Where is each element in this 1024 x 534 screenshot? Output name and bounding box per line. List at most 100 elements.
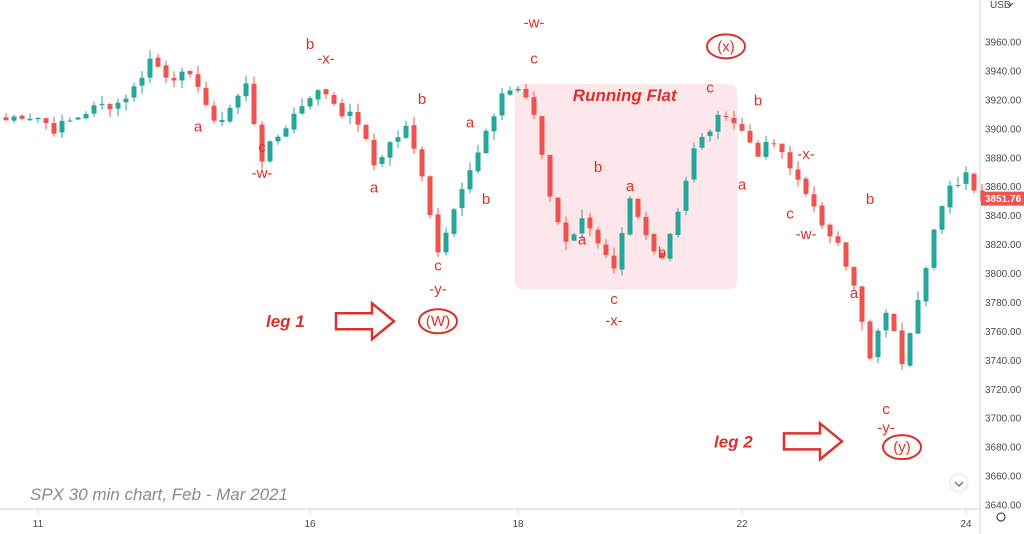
candle-body bbox=[243, 83, 249, 97]
running-flat-label: Running Flat bbox=[573, 86, 678, 105]
candle-body bbox=[787, 152, 793, 169]
candle-body bbox=[323, 89, 329, 95]
last-price-label: 3851.76 bbox=[985, 194, 1022, 205]
candle-body bbox=[179, 71, 185, 81]
candle-body bbox=[11, 116, 17, 121]
wave-label: a bbox=[738, 177, 747, 194]
scroll-arrow-icon[interactable] bbox=[949, 473, 969, 493]
wave-label: b bbox=[866, 191, 874, 208]
candle-body bbox=[731, 117, 737, 124]
candle-body bbox=[939, 206, 945, 230]
wave-label: c bbox=[882, 401, 890, 418]
wave-label: a bbox=[578, 232, 587, 249]
y-tick-label: 3880.00 bbox=[985, 153, 1022, 164]
currency-label: USD bbox=[990, 0, 1011, 11]
candle-body bbox=[811, 194, 817, 207]
candle-body bbox=[675, 211, 681, 236]
candle-body bbox=[715, 114, 721, 132]
chevron-down-icon[interactable] bbox=[1006, 2, 1014, 7]
candle-body bbox=[371, 139, 377, 166]
wave-label: -y- bbox=[429, 281, 447, 298]
wave-label: a bbox=[194, 119, 203, 136]
candle-body bbox=[883, 312, 889, 331]
circled-wave-label: (y) bbox=[893, 439, 911, 456]
candle-body bbox=[483, 130, 489, 154]
y-tick-label: 3760.00 bbox=[985, 327, 1022, 338]
candles bbox=[3, 50, 985, 370]
candle-body bbox=[635, 198, 641, 217]
candle-body bbox=[547, 154, 553, 197]
candle-body bbox=[835, 236, 841, 243]
wave-label: c bbox=[706, 80, 714, 97]
candle-body bbox=[691, 148, 697, 180]
candle-body bbox=[555, 197, 561, 223]
candle-body bbox=[3, 117, 9, 121]
candle-body bbox=[699, 136, 705, 148]
wave-label: c bbox=[434, 258, 442, 275]
candle-body bbox=[131, 86, 137, 98]
chart-caption: SPX 30 min chart, Feb - Mar 2021 bbox=[30, 485, 288, 504]
candle-body bbox=[283, 128, 289, 137]
candle-body bbox=[859, 286, 865, 322]
candle-body bbox=[123, 98, 129, 103]
y-tick-label: 3900.00 bbox=[985, 124, 1022, 135]
candle-body bbox=[219, 120, 225, 123]
wave-label: c bbox=[530, 51, 538, 68]
y-tick-label: 3920.00 bbox=[985, 95, 1022, 106]
candle-body bbox=[363, 124, 369, 139]
x-tick-label: 11 bbox=[33, 519, 44, 530]
candle-body bbox=[99, 103, 105, 106]
candle-body bbox=[19, 115, 25, 119]
candle-body bbox=[235, 95, 241, 108]
wave-label: b bbox=[754, 93, 762, 110]
candle-body bbox=[155, 57, 161, 67]
wave-label: b bbox=[594, 159, 602, 176]
gear-icon[interactable] bbox=[996, 512, 1006, 522]
candle-body bbox=[595, 229, 601, 244]
candle-body bbox=[139, 77, 145, 86]
circled-wave-label: (x) bbox=[717, 38, 735, 55]
y-tick-label: 3720.00 bbox=[985, 385, 1022, 396]
candle-body bbox=[923, 268, 929, 302]
wave-label: -w- bbox=[796, 226, 817, 243]
candle-body bbox=[307, 98, 313, 107]
running-flat-highlight bbox=[514, 83, 738, 290]
candle-body bbox=[507, 90, 513, 95]
candle-body bbox=[147, 58, 153, 78]
last-price-badge bbox=[981, 191, 1024, 206]
wave-label: b bbox=[306, 36, 314, 53]
wave-label: -w- bbox=[524, 15, 545, 32]
candle-body bbox=[539, 116, 545, 155]
candle-body bbox=[643, 216, 649, 236]
candle-body bbox=[683, 180, 689, 211]
wave-label: c bbox=[786, 206, 794, 223]
candle-body bbox=[627, 198, 633, 235]
y-tick-label: 3640.00 bbox=[985, 501, 1022, 512]
candle-body bbox=[115, 102, 121, 109]
candle-body bbox=[571, 234, 577, 241]
candle-body bbox=[51, 123, 57, 134]
candle-body bbox=[867, 321, 873, 359]
candle-body bbox=[915, 300, 921, 334]
candle-body bbox=[291, 113, 297, 130]
candle-body bbox=[171, 77, 177, 81]
y-tick-label: 3940.00 bbox=[985, 66, 1022, 77]
candle-body bbox=[955, 185, 961, 187]
wave-circle bbox=[418, 308, 458, 335]
candle-body bbox=[651, 233, 657, 252]
wave-label: -w- bbox=[252, 165, 273, 182]
candle-body bbox=[315, 90, 321, 100]
y-tick-label: 3800.00 bbox=[985, 269, 1022, 280]
wave-label: -x- bbox=[317, 51, 335, 68]
candle-body bbox=[899, 330, 905, 365]
wave-label: a bbox=[850, 285, 859, 302]
x-axis-background bbox=[0, 509, 1024, 534]
candle-body bbox=[107, 104, 113, 110]
candle-body bbox=[907, 333, 913, 366]
candle-body bbox=[747, 130, 753, 143]
leg-label: leg 1 bbox=[266, 312, 305, 331]
wave-label: -x- bbox=[605, 313, 623, 330]
wave-label: b bbox=[482, 191, 490, 208]
y-tick-label: 3700.00 bbox=[985, 414, 1022, 425]
